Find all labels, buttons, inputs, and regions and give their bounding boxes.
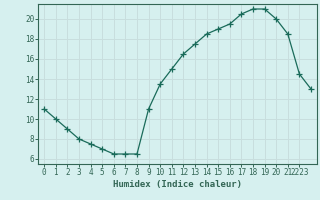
X-axis label: Humidex (Indice chaleur): Humidex (Indice chaleur) (113, 180, 242, 189)
